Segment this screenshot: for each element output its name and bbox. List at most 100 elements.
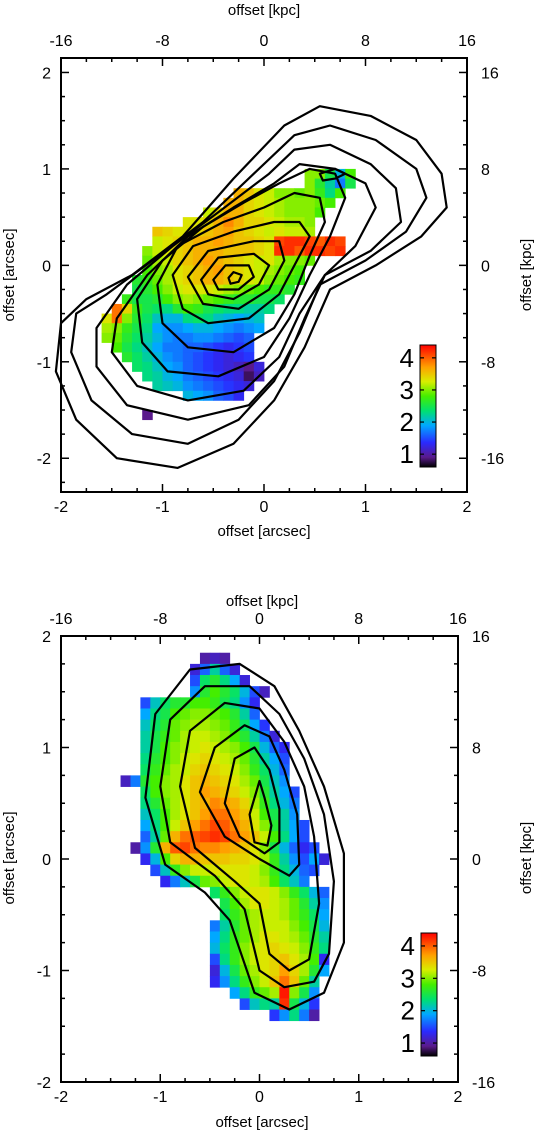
x2-tick-label: -8 xyxy=(153,611,167,628)
heatmap-cell xyxy=(121,303,133,314)
heatmap-cell xyxy=(140,819,151,832)
heatmap-cell xyxy=(162,361,174,372)
heatmap-cell xyxy=(269,864,280,877)
heatmap-cell xyxy=(279,953,290,966)
heatmap-cell xyxy=(132,323,143,334)
heatmap-cell xyxy=(213,352,224,363)
heatmap-cell xyxy=(289,942,300,955)
contour-line xyxy=(110,163,377,402)
heatmap-cell xyxy=(309,942,320,955)
contour-line xyxy=(212,264,255,291)
heatmap-cell xyxy=(259,987,270,999)
heatmap-cell xyxy=(229,953,241,966)
heatmap-cell xyxy=(259,898,270,910)
heatmap-cell xyxy=(192,303,204,314)
y2-tick-label: 0 xyxy=(472,852,481,869)
heatmap-cell xyxy=(239,998,250,1010)
heatmap-cell xyxy=(249,819,260,832)
heatmap-cell xyxy=(152,303,163,314)
heatmap-cell xyxy=(172,294,184,305)
top-x2-axis-title: offset [kpc] xyxy=(228,2,300,19)
contour-line xyxy=(179,701,321,972)
heatmap-cell xyxy=(160,697,171,709)
heatmap-cell xyxy=(203,226,214,237)
heatmap-cell xyxy=(279,864,290,877)
heatmap-cell xyxy=(284,226,295,237)
heatmap-cell xyxy=(142,332,153,343)
heatmap-cell xyxy=(229,764,241,776)
heatmap-cell xyxy=(150,842,161,854)
heatmap-cell xyxy=(314,188,326,199)
heatmap-cell xyxy=(243,332,255,343)
heatmap-cell xyxy=(243,361,255,372)
heatmap-cell xyxy=(223,381,234,392)
heatmap-cell xyxy=(269,998,280,1010)
heatmap-cell xyxy=(182,352,194,363)
heatmap-cell xyxy=(130,775,141,787)
heatmap-cell xyxy=(264,246,275,257)
heatmap-cell xyxy=(219,786,231,799)
heatmap-cell xyxy=(294,207,305,218)
heatmap-cell xyxy=(150,697,161,709)
heatmap-cell xyxy=(192,352,204,363)
heatmap-cell xyxy=(324,236,336,247)
heatmap-cell xyxy=(259,797,270,810)
heatmap-cell xyxy=(209,663,221,676)
x-tick-label: -1 xyxy=(153,1089,167,1106)
heatmap-cell xyxy=(269,987,280,999)
heatmap-cell xyxy=(203,303,214,314)
heatmap-cell xyxy=(213,217,224,228)
heatmap-cell xyxy=(289,953,300,966)
colorbar-tick-label: 3 xyxy=(400,375,414,405)
heatmap-cell xyxy=(192,390,204,401)
heatmap-cell xyxy=(219,730,231,743)
heatmap-cell xyxy=(239,875,250,888)
heatmap-cell xyxy=(140,797,151,810)
bottom-colorbar-frame xyxy=(420,932,438,1057)
heatmap-cell xyxy=(142,352,153,363)
bottom-y-axis-title: offset [arcsec] xyxy=(1,811,18,904)
heatmap-cell xyxy=(269,775,280,787)
contour-line xyxy=(144,662,345,1011)
heatmap-cell xyxy=(203,332,214,343)
heatmap-cell xyxy=(274,275,285,286)
heatmap-cell xyxy=(219,663,231,676)
heatmap-cell xyxy=(229,741,241,754)
heatmap-cell xyxy=(142,303,153,314)
heatmap-cell xyxy=(299,931,310,944)
heatmap-cell xyxy=(239,764,250,776)
heatmap-cell xyxy=(269,920,280,932)
heatmap-cell xyxy=(132,275,143,286)
heatmap-cell xyxy=(162,313,174,324)
heatmap-cell xyxy=(279,775,290,787)
heatmap-cell xyxy=(190,808,201,821)
heatmap-cell xyxy=(152,246,163,257)
heatmap-cell xyxy=(239,786,250,799)
y2-tick-label: -16 xyxy=(481,451,504,468)
x2-tick-label: 8 xyxy=(354,611,363,628)
heatmap-cell xyxy=(259,976,270,988)
heatmap-cell xyxy=(219,886,231,899)
heatmap-cell xyxy=(294,226,305,237)
heatmap-cell xyxy=(209,819,221,832)
heatmap-cell xyxy=(259,942,270,955)
heatmap-cell xyxy=(229,987,241,999)
heatmap-cell xyxy=(239,819,250,832)
heatmap-cell xyxy=(223,197,234,208)
heatmap-cell xyxy=(209,786,221,799)
heatmap-cell xyxy=(299,853,310,865)
heatmap-cell xyxy=(203,323,214,334)
heatmap-cell xyxy=(233,323,245,334)
heatmap-cell xyxy=(219,675,231,687)
contour-line xyxy=(70,124,428,445)
heatmap-cell xyxy=(132,313,143,324)
heatmap-cell xyxy=(279,741,290,754)
heatmap-cell xyxy=(172,226,184,237)
heatmap-cell xyxy=(223,294,234,305)
heatmap-cell xyxy=(209,931,221,944)
heatmap-cell xyxy=(150,741,161,754)
heatmap-cell xyxy=(213,342,224,353)
heatmap-cell xyxy=(239,942,250,955)
